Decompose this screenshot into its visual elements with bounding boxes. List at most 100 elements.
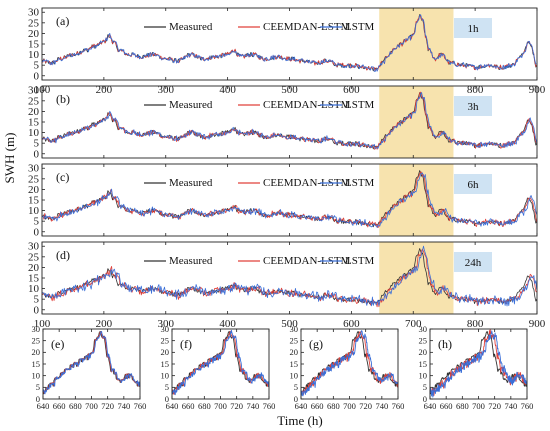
y-tick-label: 5	[165, 382, 169, 392]
panel-label: (d)	[56, 248, 70, 262]
horizon-label: 3h	[468, 101, 480, 113]
y-tick-label: 5	[34, 60, 40, 72]
x-tick-label: 200	[96, 84, 113, 96]
x-tick-label: 640	[424, 401, 437, 411]
x-tick-label: 740	[117, 401, 130, 411]
x-tick-label: 760	[134, 401, 147, 411]
series-line-lstm	[429, 330, 528, 398]
y-tick-label: 25	[28, 17, 40, 29]
y-tick-label: 15	[28, 39, 40, 51]
x-axis-title: Time (h)	[277, 413, 322, 428]
series-line-lstm	[300, 330, 399, 397]
legend-label-ceemdan-lstm: CEEMDAN-LSTM	[263, 21, 351, 33]
y-tick-label: 30	[32, 324, 41, 334]
horizon-box	[454, 96, 492, 116]
y-tick-label: 25	[32, 335, 41, 345]
y-tick-label: 0	[34, 226, 40, 238]
y-tick-label: 10	[28, 49, 40, 61]
legend-label-lstm: LSTM	[345, 255, 375, 267]
y-tick-label: 20	[32, 347, 41, 357]
y-tick-label: 10	[28, 283, 40, 295]
y-tick-label: 25	[28, 251, 40, 263]
horizon-label: 1h	[468, 23, 480, 35]
y-tick-label: 30	[28, 7, 40, 19]
legend-label-measured: Measured	[169, 99, 213, 111]
panel-label: (h)	[438, 337, 452, 351]
x-tick-label: 760	[392, 401, 405, 411]
y-tick-label: 30	[28, 85, 40, 97]
horizon-label: 24h	[465, 257, 482, 269]
plot-area: 051015202530100200300400500600700800900(…	[28, 7, 546, 411]
x-tick-label: 640	[37, 401, 50, 411]
y-tick-label: 25	[28, 173, 40, 185]
y-tick-label: 5	[294, 382, 298, 392]
y-tick-label: 10	[28, 205, 40, 217]
y-tick-label: 25	[419, 335, 428, 345]
legend-label-lstm: LSTM	[345, 99, 375, 111]
y-tick-label: 20	[161, 347, 170, 357]
panel-label: (f)	[180, 337, 192, 351]
y-tick-label: 20	[28, 262, 40, 274]
y-tick-label: 10	[290, 370, 299, 380]
series-line-lstm	[41, 92, 538, 150]
x-tick-label: 800	[467, 318, 484, 330]
x-tick-label: 720	[359, 401, 372, 411]
y-tick-label: 25	[28, 95, 40, 107]
series-line-lstm	[41, 172, 538, 228]
x-tick-label: 400	[219, 318, 236, 330]
horizon-box	[454, 252, 492, 272]
y-tick-label: 30	[419, 324, 428, 334]
y-tick-label: 5	[34, 294, 40, 306]
series-line-lstm	[41, 245, 538, 307]
legend-label-ceemdan-lstm: CEEMDAN-LSTM	[263, 177, 351, 189]
y-tick-label: 5	[423, 382, 427, 392]
y-tick-label: 10	[28, 127, 40, 139]
x-tick-label: 680	[327, 401, 340, 411]
panel-label: (e)	[51, 337, 64, 351]
y-tick-label: 30	[161, 324, 170, 334]
x-tick-label: 700	[405, 318, 422, 330]
legend-label-ceemdan-lstm: CEEMDAN-LSTM	[263, 255, 351, 267]
y-tick-label: 0	[294, 394, 298, 404]
y-tick-label: 30	[28, 241, 40, 253]
y-tick-label: 30	[290, 324, 299, 334]
horizon-box	[454, 18, 492, 38]
legend-label-measured: Measured	[169, 21, 213, 33]
legend-label-lstm: LSTM	[345, 21, 375, 33]
y-tick-label: 10	[32, 370, 41, 380]
x-tick-label: 760	[263, 401, 276, 411]
panel-a: 051015202530100200300400500600700800900(…	[28, 7, 546, 96]
y-tick-label: 20	[290, 347, 299, 357]
x-tick-label: 740	[375, 401, 388, 411]
x-tick-label: 200	[96, 318, 113, 330]
x-tick-label: 700	[343, 401, 356, 411]
x-tick-label: 500	[281, 84, 298, 96]
y-tick-label: 15	[28, 195, 40, 207]
x-tick-label: 100	[34, 318, 51, 330]
series-line-lstm	[171, 329, 270, 396]
x-tick-label: 760	[521, 401, 534, 411]
x-tick-label: 640	[295, 401, 308, 411]
highlight-region	[379, 8, 454, 80]
series-line-lstm	[42, 331, 141, 395]
y-tick-label: 0	[34, 70, 40, 82]
y-tick-label: 0	[423, 394, 427, 404]
legend-label-measured: Measured	[169, 177, 213, 189]
horizon-box	[454, 174, 492, 194]
y-tick-label: 15	[419, 359, 428, 369]
x-tick-label: 720	[488, 401, 501, 411]
x-tick-label: 700	[214, 401, 227, 411]
y-tick-label: 30	[28, 163, 40, 175]
horizon-label: 6h	[468, 179, 480, 191]
y-tick-label: 20	[28, 28, 40, 40]
y-tick-label: 15	[28, 117, 40, 129]
x-tick-label: 720	[230, 401, 243, 411]
y-tick-label: 15	[28, 273, 40, 285]
y-tick-label: 5	[34, 138, 40, 150]
x-tick-label: 700	[472, 401, 485, 411]
